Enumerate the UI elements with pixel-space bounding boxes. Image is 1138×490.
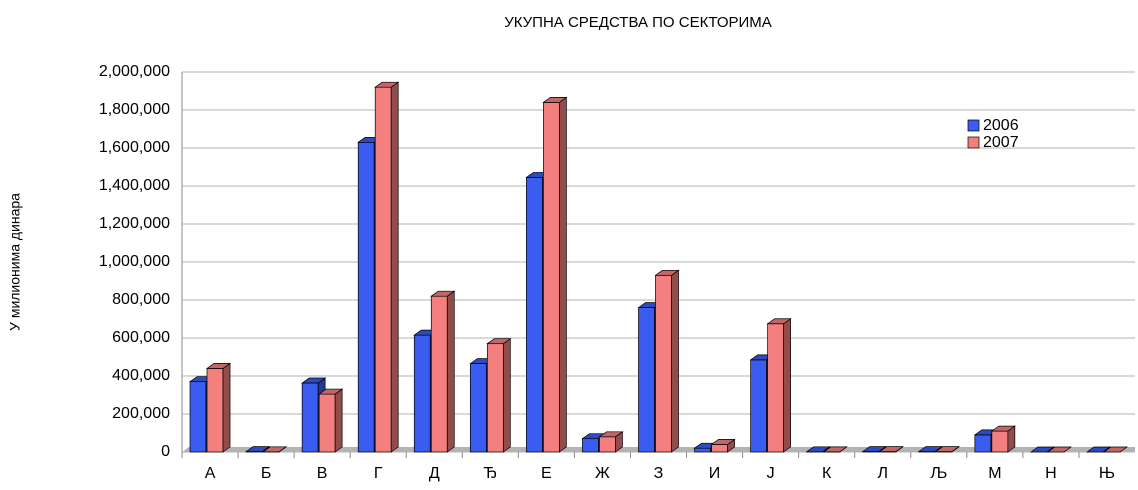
bar-side: [784, 319, 791, 452]
bar: [487, 344, 503, 452]
y-tick-label: 600,000: [112, 329, 170, 346]
bar-side: [559, 97, 566, 452]
bar: [526, 177, 542, 452]
y-tick-label: 800,000: [112, 291, 170, 308]
y-tick-label: 0: [161, 443, 170, 460]
x-tick-label: Д: [429, 465, 440, 482]
bar-side: [503, 339, 510, 452]
y-tick-label: 1,000,000: [99, 253, 170, 270]
bar: [639, 308, 655, 452]
bar: [190, 382, 206, 452]
bar-side: [391, 82, 398, 452]
bar: [582, 439, 598, 452]
bar: [414, 335, 430, 452]
y-tick-label: 1,600,000: [99, 139, 170, 156]
bar: [319, 394, 335, 452]
legend-swatch: [968, 137, 979, 148]
x-tick-label: Л: [877, 465, 888, 482]
bar: [207, 368, 223, 452]
x-tick-label: И: [709, 465, 721, 482]
bar: [375, 87, 391, 452]
y-tick-label: 200,000: [112, 405, 170, 422]
bar: [975, 435, 991, 452]
bar: [656, 275, 672, 452]
y-tick-label: 1,200,000: [99, 215, 170, 232]
x-tick-label: Њ: [1099, 465, 1115, 482]
x-tick-label: М: [988, 465, 1001, 482]
x-tick-label: К: [822, 465, 832, 482]
legend-label: 2006: [983, 117, 1019, 134]
legend-swatch: [968, 120, 979, 131]
x-tick-label: В: [317, 465, 328, 482]
bar: [431, 296, 447, 452]
bar-side: [447, 291, 454, 452]
bar: [470, 364, 486, 452]
x-tick-label: Ј: [767, 465, 775, 482]
bar-side: [672, 270, 679, 452]
bar: [358, 142, 374, 452]
bar: [712, 444, 728, 452]
y-tick-label: 2,000,000: [99, 63, 170, 80]
x-tick-label: Б: [261, 465, 272, 482]
x-tick-label: Ж: [595, 465, 610, 482]
chart-title: УКУПНА СРЕДСТВА ПО СЕКТОРИМА: [504, 14, 772, 31]
bar: [302, 383, 318, 452]
bar: [751, 360, 767, 452]
bar-side: [223, 363, 230, 452]
bar: [992, 431, 1008, 452]
bar: [599, 437, 615, 452]
bar: [768, 324, 784, 452]
bar: [695, 448, 711, 452]
y-axis-label: У милионима динара: [7, 193, 23, 331]
bar: [543, 102, 559, 452]
x-tick-label: З: [654, 465, 664, 482]
x-tick-label: Е: [541, 465, 552, 482]
legend-label: 2007: [983, 134, 1019, 151]
x-tick-label: Ђ: [483, 465, 497, 482]
x-tick-label: А: [205, 465, 216, 482]
y-tick-label: 1,800,000: [99, 101, 170, 118]
x-tick-label: Љ: [930, 465, 947, 482]
bar-side: [335, 389, 342, 452]
y-tick-label: 400,000: [112, 367, 170, 384]
x-tick-label: Н: [1045, 465, 1057, 482]
x-tick-label: Г: [374, 465, 383, 482]
y-tick-label: 1,400,000: [99, 177, 170, 194]
